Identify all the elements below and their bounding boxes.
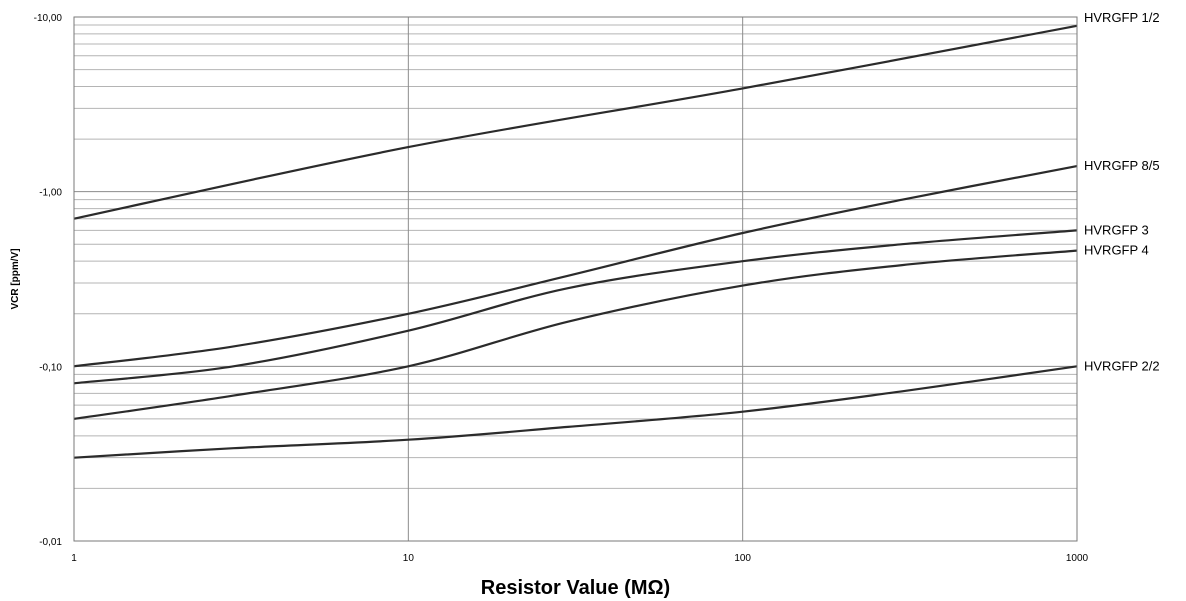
y-tick-label: -0,10 — [39, 362, 62, 373]
series-line-hvrgfp-8-5 — [73, 165, 1078, 368]
x-axis-label: Resistor Value (MΩ) — [481, 577, 670, 599]
series-label-hvrgfp-3: HVRGFP 3 — [1084, 222, 1149, 237]
y-tick-label: -0,01 — [39, 537, 62, 548]
series-label-hvrgfp-2-2: HVRGFP 2/2 — [1084, 358, 1160, 373]
plot-frame — [73, 16, 1078, 542]
series-line-hvrgfp-2-2 — [73, 365, 1078, 459]
series-label-hvrgfp-8-5: HVRGFP 8/5 — [1084, 158, 1160, 173]
series-line-hvrgfp-4 — [73, 249, 1078, 420]
y-tick-label: -10,00 — [34, 13, 63, 24]
series-labels: HVRGFP 1/2 HVRGFP 8/5 HVRGFP 3 HVRGFP 4 HVRG… — [1084, 10, 1160, 373]
series-lines — [73, 24, 1078, 459]
y-tick-label: -1,00 — [39, 188, 62, 199]
series-label-hvrgfp-1-2: HVRGFP 1/2 — [1084, 10, 1160, 25]
x-tick-label: 10 — [403, 553, 415, 564]
x-tick-label: 1 — [71, 553, 77, 564]
grid — [73, 16, 1078, 542]
x-tick-label: 100 — [734, 553, 751, 564]
y-axis-label: VCR [ppm/V] — [10, 248, 21, 309]
series-line-hvrgfp-3 — [73, 229, 1078, 385]
series-label-hvrgfp-4: HVRGFP 4 — [1084, 243, 1149, 258]
x-axis-ticks: 1 10 100 1000 — [71, 553, 1088, 564]
series-line-hvrgfp-1-2 — [73, 24, 1078, 220]
y-axis-ticks: -0,01 -0,10 -1,00 -10,00 — [34, 13, 63, 548]
x-tick-label: 1000 — [1066, 553, 1089, 564]
